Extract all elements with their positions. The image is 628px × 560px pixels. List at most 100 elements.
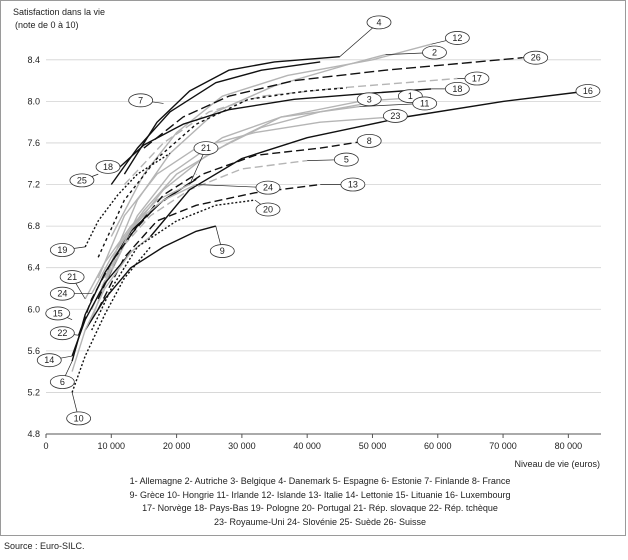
- series-label-bubble: [255, 180, 281, 195]
- series-label-bubble: [66, 411, 92, 426]
- series-label-19: 19: [49, 243, 86, 257]
- series-line-24: [91, 183, 197, 295]
- series-label-bubble: [575, 84, 601, 98]
- series-line-14: [71, 251, 132, 357]
- series-label-bubble: [49, 326, 75, 341]
- series-label-6: 6: [49, 361, 75, 389]
- series-label-bubble: [49, 243, 75, 257]
- series-label-bubble: [95, 159, 121, 174]
- series-label-bubble: [193, 141, 219, 156]
- series-label-24: 24: [196, 180, 281, 195]
- y-tick-label: 5.6: [27, 346, 40, 356]
- series-label-bubble: [412, 96, 438, 111]
- series-label-bubble: [340, 177, 366, 192]
- y-tick-label: 6.4: [27, 263, 40, 273]
- series-label-26: 26: [522, 50, 549, 65]
- series-line-13: [97, 183, 321, 310]
- series-line-4: [123, 56, 340, 175]
- life-satisfaction-chart: 4.8 5.2 5.6 6.0 6.4 6.8 7.2 7.6 8.0 8.4 0 10 000 20 …: [13, 7, 601, 469]
- series-label-bubble: [49, 375, 75, 389]
- series-label-text: 19: [57, 245, 67, 255]
- series-label-bubble: [356, 133, 382, 148]
- series-label-22: 22: [49, 326, 79, 341]
- series-label-5: 5: [307, 152, 359, 167]
- y-axis-title-line1: Satisfaction dans la vie: [13, 7, 105, 17]
- series-label-text: 11: [420, 98, 429, 108]
- series-label-bubble: [255, 202, 281, 217]
- series-label-21: 21: [59, 270, 86, 300]
- series-label-text: 15: [53, 308, 63, 318]
- x-tick-label: 10 000: [98, 441, 126, 451]
- series-label-4: 4: [339, 15, 392, 57]
- series-label-text: 4: [376, 17, 381, 27]
- y-tick-label: 6.0: [27, 304, 40, 314]
- series-line-11: [104, 105, 360, 284]
- series-label-bubble: [59, 270, 85, 284]
- gridlines: [46, 59, 601, 435]
- legend-line: 23- Royaume-Uni 24- Slovénie 25- Suède 2…: [213, 516, 427, 527]
- series-label-15: 15: [45, 306, 73, 321]
- series-label-18: 18: [431, 81, 470, 96]
- series-label-text: 16: [583, 86, 593, 96]
- series-label-text: 2: [432, 48, 437, 58]
- series-line-16: [149, 90, 588, 237]
- series-label-text: 26: [531, 53, 541, 63]
- series-line-5: [91, 159, 308, 310]
- series-label-bubble: [36, 353, 62, 368]
- series-label-bubble: [444, 81, 470, 96]
- series-label-13: 13: [320, 177, 366, 192]
- series-label-text: 18: [103, 162, 113, 172]
- y-tick-label: 7.2: [27, 180, 40, 190]
- y-tick-label: 8.4: [27, 55, 40, 65]
- series-label-2: 2: [385, 45, 447, 60]
- x-tick-label: 80 000: [555, 441, 583, 451]
- x-tick-label: 30 000: [228, 441, 256, 451]
- series-label-bubble: [422, 45, 447, 60]
- series-label-24: 24: [49, 286, 92, 301]
- axes: 4.8 5.2 5.6 6.0 6.4 6.8 7.2 7.6 8.0 8.4 0 10 000 20 …: [27, 55, 601, 451]
- series-label-bubble: [444, 31, 470, 45]
- series-label-text: 14: [44, 355, 54, 365]
- series-label-12: 12: [431, 31, 470, 45]
- x-tick-label: 70 000: [489, 441, 517, 451]
- series-label-bubble: [49, 286, 75, 301]
- series-label-14: 14: [36, 353, 73, 368]
- series-line-21: [84, 183, 190, 300]
- legend-line: 9- Grèce 10- Hongrie 11- Irlande 12- Isl…: [129, 489, 511, 500]
- y-tick-label: 4.8: [27, 429, 40, 439]
- series-line-2: [104, 53, 386, 279]
- series-line-15: [71, 235, 151, 372]
- series-label-text: 5: [344, 155, 349, 165]
- series-label-23: 23: [382, 109, 408, 123]
- series-label-bubble: [128, 93, 154, 108]
- series-line-3: [97, 102, 367, 300]
- series-line-1: [91, 97, 406, 320]
- x-tick-label: 40 000: [293, 441, 321, 451]
- series-label-text: 1: [408, 91, 413, 101]
- series-label-9: 9: [209, 226, 235, 258]
- series-label-text: 24: [57, 289, 67, 299]
- series-label-bubble: [523, 50, 549, 65]
- series-label-text: 24: [263, 183, 273, 193]
- series-layer: [71, 43, 588, 393]
- series-label-bubble: [382, 109, 408, 123]
- series-label-25: 25: [69, 173, 99, 188]
- legend-line: 17- Norvège 18- Pays-Bas 19- Pologne 20-…: [142, 503, 498, 513]
- series-label-21: 21: [189, 141, 219, 185]
- series-label-text: 25: [77, 175, 87, 185]
- series-label-text: 17: [472, 74, 482, 84]
- y-axis-title-line2: (note de 0 à 10): [15, 20, 79, 30]
- y-tick-label: 8.0: [27, 96, 40, 106]
- series-line-26: [143, 57, 523, 149]
- series-label-bubble: [69, 173, 95, 188]
- series-label-text: 7: [138, 95, 143, 105]
- x-tick-label: 60 000: [424, 441, 452, 451]
- chart-frame: 4.8 5.2 5.6 6.0 6.4 6.8 7.2 7.6 8.0 8.4 0 10 000 20 …: [0, 0, 626, 536]
- series-label-text: 9: [220, 246, 225, 256]
- series-label-17: 17: [457, 71, 490, 86]
- legend: 1- Allemagne 2- Autriche 3- Belgique 4- …: [41, 475, 599, 529]
- series-label-16: 16: [575, 84, 601, 98]
- x-tick-label: 20 000: [163, 441, 191, 451]
- series-label-8: 8: [356, 133, 382, 148]
- source-note: Source : Euro-SILC.: [4, 541, 85, 551]
